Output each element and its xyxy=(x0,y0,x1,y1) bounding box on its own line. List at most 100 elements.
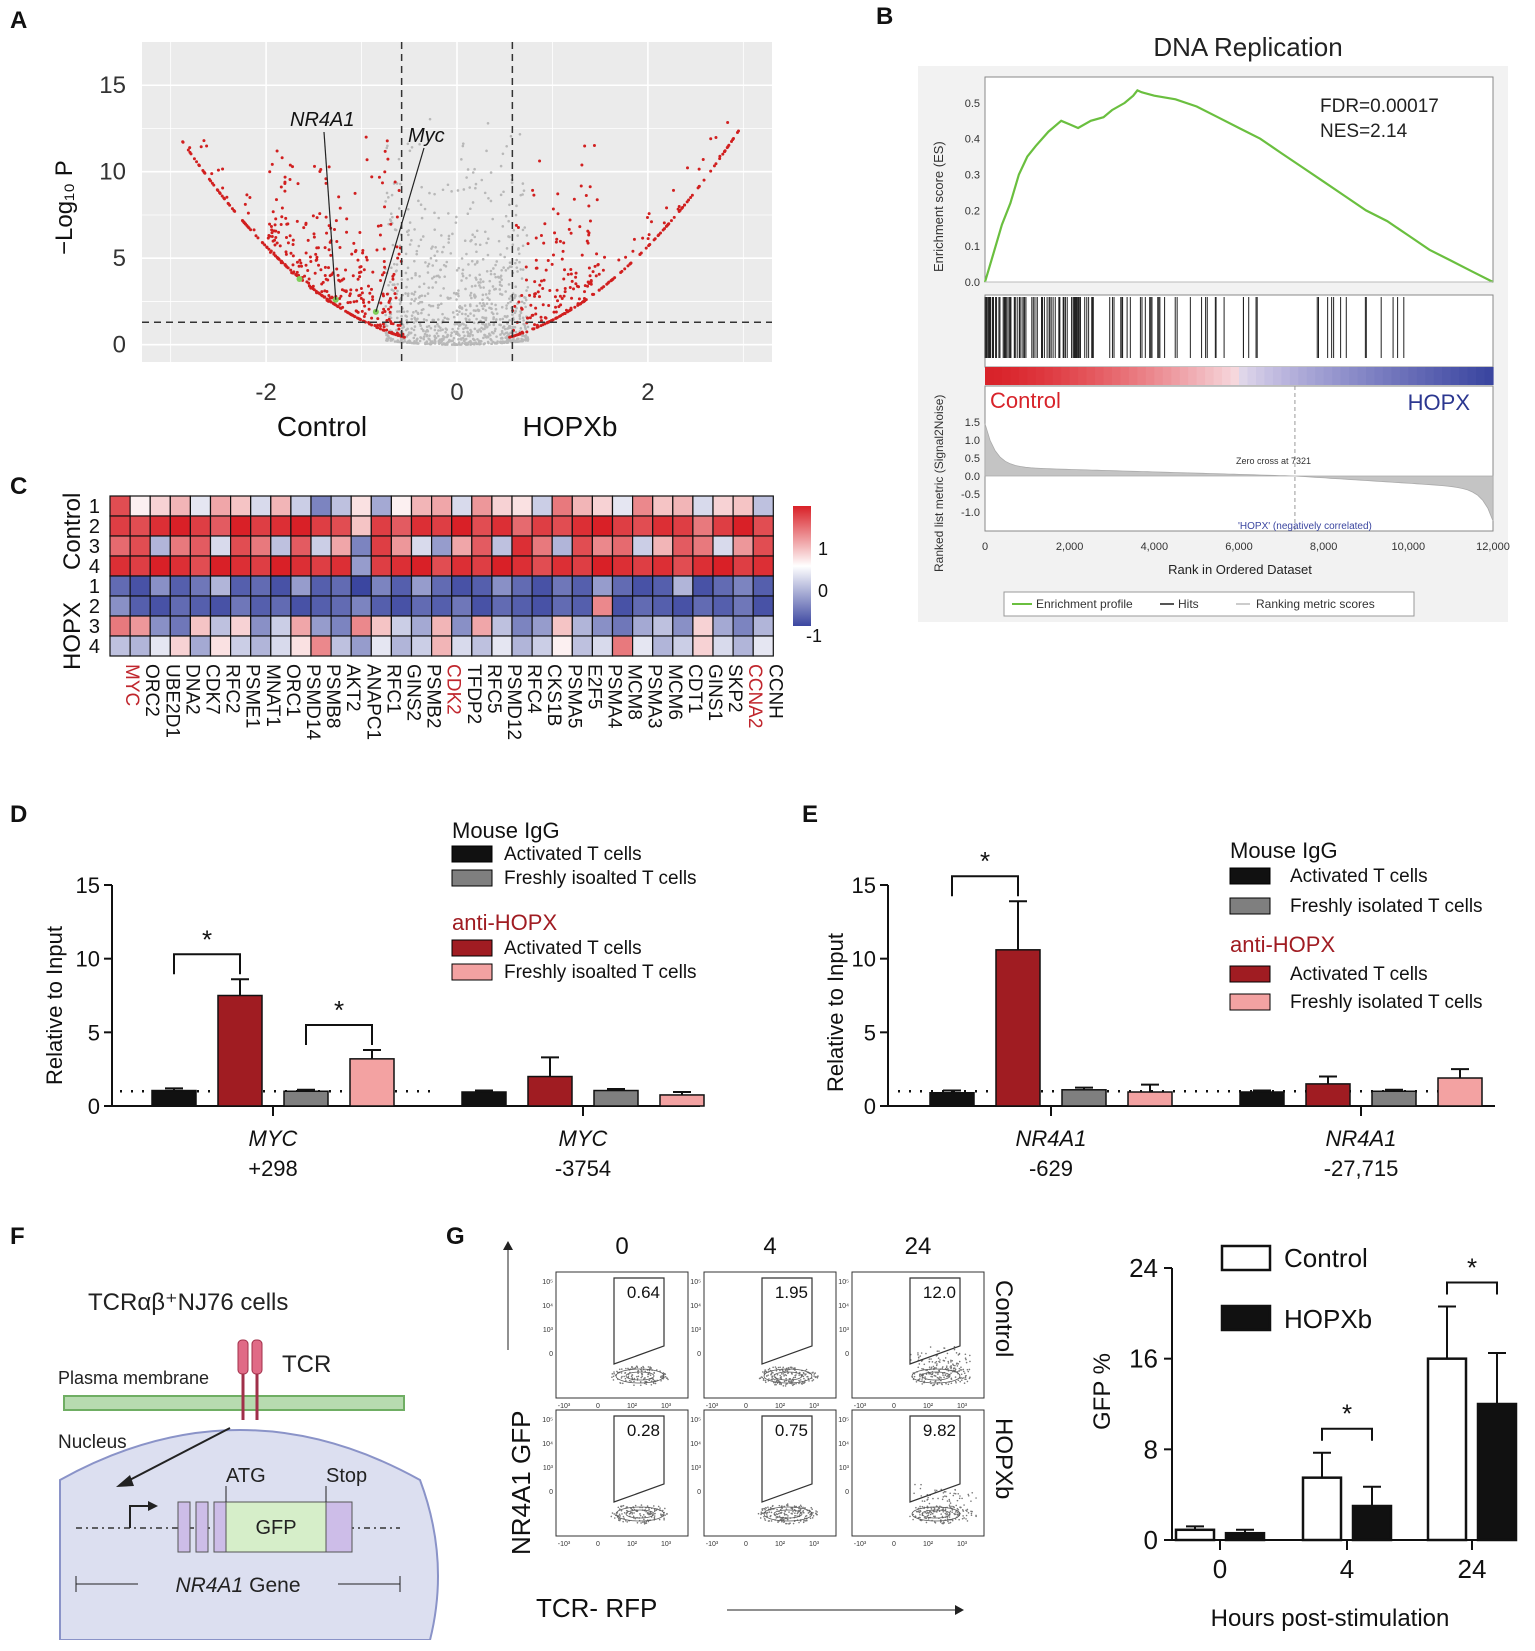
volcano-point-ns xyxy=(518,260,521,264)
volcano-point-sig xyxy=(383,265,387,269)
heatmap-cell xyxy=(732,555,754,577)
volcano-point-ns xyxy=(433,228,437,231)
heatmap-cell xyxy=(752,495,774,517)
volcano-point-ns xyxy=(502,190,505,194)
gsea-metric-label: Ranked list metric (Signal2Noise) xyxy=(932,395,946,572)
volcano-point-ns xyxy=(455,343,459,346)
flow-event xyxy=(951,1359,954,1362)
flow-event xyxy=(653,1372,656,1374)
heatmap-cell xyxy=(611,515,634,537)
volcano-point-ns xyxy=(397,157,401,161)
volcano-point-sig xyxy=(540,279,544,283)
volcano-point-ns xyxy=(504,214,508,218)
heatmap-cell xyxy=(230,635,252,657)
heatmap-cell xyxy=(611,555,634,577)
volcano-point-sig xyxy=(357,317,361,321)
volcano-point-sig xyxy=(589,278,593,282)
flow-event xyxy=(920,1352,923,1354)
gsea-rank-gradient xyxy=(1018,367,1028,385)
volcano-point-ns xyxy=(410,146,414,149)
flow-event xyxy=(918,1363,921,1365)
reporter-diagram: TCRαβ⁺NJ76 cells Plasma membrane TCR Nuc… xyxy=(58,1289,439,1640)
flow-event xyxy=(759,1517,762,1519)
gfp-bar xyxy=(1224,1531,1266,1542)
heatmap-cell xyxy=(652,575,674,597)
volcano-point-ns xyxy=(384,331,388,335)
volcano-point-ns xyxy=(410,341,414,345)
colorbar-tick-neg1: -1 xyxy=(806,626,822,646)
flow-event xyxy=(639,1513,641,1515)
heatmap-cell xyxy=(129,595,151,617)
volcano-point-ns xyxy=(474,276,477,280)
flow-plot-frame xyxy=(851,1271,985,1399)
flow-event xyxy=(781,1520,783,1523)
flow-event xyxy=(651,1513,654,1516)
volcano-point-ns xyxy=(413,299,416,303)
heatmap-cell xyxy=(330,495,352,517)
volcano-point-ns xyxy=(499,253,502,256)
gsea-x-tick: 2,000 xyxy=(1056,541,1084,553)
flow-gate xyxy=(909,1415,961,1503)
volcano-point-sig xyxy=(718,154,722,158)
volcano-point-ns xyxy=(465,308,468,312)
volcano-point-sig xyxy=(396,323,400,327)
volcano-point-ns xyxy=(404,252,408,256)
heatmap-cell xyxy=(471,595,493,617)
volcano-point-sig xyxy=(283,180,287,184)
panel-letter-f: F xyxy=(10,1223,25,1250)
volcano-point-ns xyxy=(516,234,520,237)
volcano-x-tick: 2 xyxy=(641,379,654,406)
flow-event xyxy=(927,1496,929,1499)
flow-event xyxy=(968,1368,971,1371)
flow-contour xyxy=(921,1509,951,1519)
flow-event xyxy=(946,1512,948,1514)
heatmap-cell xyxy=(531,495,553,517)
heatmap-cell xyxy=(310,555,332,577)
heatmap-cell xyxy=(410,535,433,557)
volcano-point-ns xyxy=(457,338,460,341)
volcano-point-ns xyxy=(461,272,464,275)
gsea-rank-gradient xyxy=(1255,367,1265,385)
flow-y-tick: 10³ xyxy=(691,1327,702,1334)
chipe-legend-igg: Mouse IgG xyxy=(1230,838,1338,863)
volcano-point-ns xyxy=(484,325,487,329)
flow-event xyxy=(935,1505,938,1507)
chipe-bar xyxy=(995,949,1041,1107)
heatmap-cell xyxy=(631,495,654,517)
volcano-point-ns xyxy=(433,338,437,342)
volcano-point-sig xyxy=(268,222,272,226)
volcano-point-ns xyxy=(420,185,423,189)
volcano-point-sig xyxy=(312,235,316,239)
volcano-point-sig xyxy=(539,319,543,323)
flow-event xyxy=(658,1518,661,1521)
volcano-point-sig xyxy=(324,277,328,281)
flow-contour xyxy=(773,1371,803,1381)
volcano-point-sig xyxy=(587,266,591,270)
volcano-point-ns xyxy=(488,298,491,301)
heatmap-cell xyxy=(290,615,312,637)
flow-event xyxy=(790,1512,793,1515)
flow-event xyxy=(959,1506,962,1509)
volcano-point-sig xyxy=(311,214,315,218)
volcano-point-sig xyxy=(261,241,265,245)
gsea-rank-gradient xyxy=(1476,367,1486,385)
volcano-point-ns xyxy=(413,317,417,321)
diagram-title: TCRαβ⁺NJ76 cells xyxy=(88,1289,288,1316)
flow-event xyxy=(631,1366,633,1369)
flow-event xyxy=(921,1383,924,1385)
volcano-point-ns xyxy=(407,233,410,237)
volcano-point-ns xyxy=(429,342,432,345)
flow-event xyxy=(970,1512,973,1515)
flow-event xyxy=(931,1512,934,1515)
gsea-es-tick: 0.1 xyxy=(965,241,980,253)
volcano-point-sig xyxy=(336,304,340,308)
flow-event xyxy=(780,1512,782,1514)
heatmap-cell xyxy=(511,595,533,617)
heatmap-cell xyxy=(631,535,654,557)
volcano-point-sig xyxy=(672,215,676,219)
flow-event xyxy=(795,1505,798,1508)
flow-x-tick: 0 xyxy=(596,1541,600,1548)
volcano-point-ns xyxy=(455,269,459,272)
heatmap-cell xyxy=(531,555,553,577)
